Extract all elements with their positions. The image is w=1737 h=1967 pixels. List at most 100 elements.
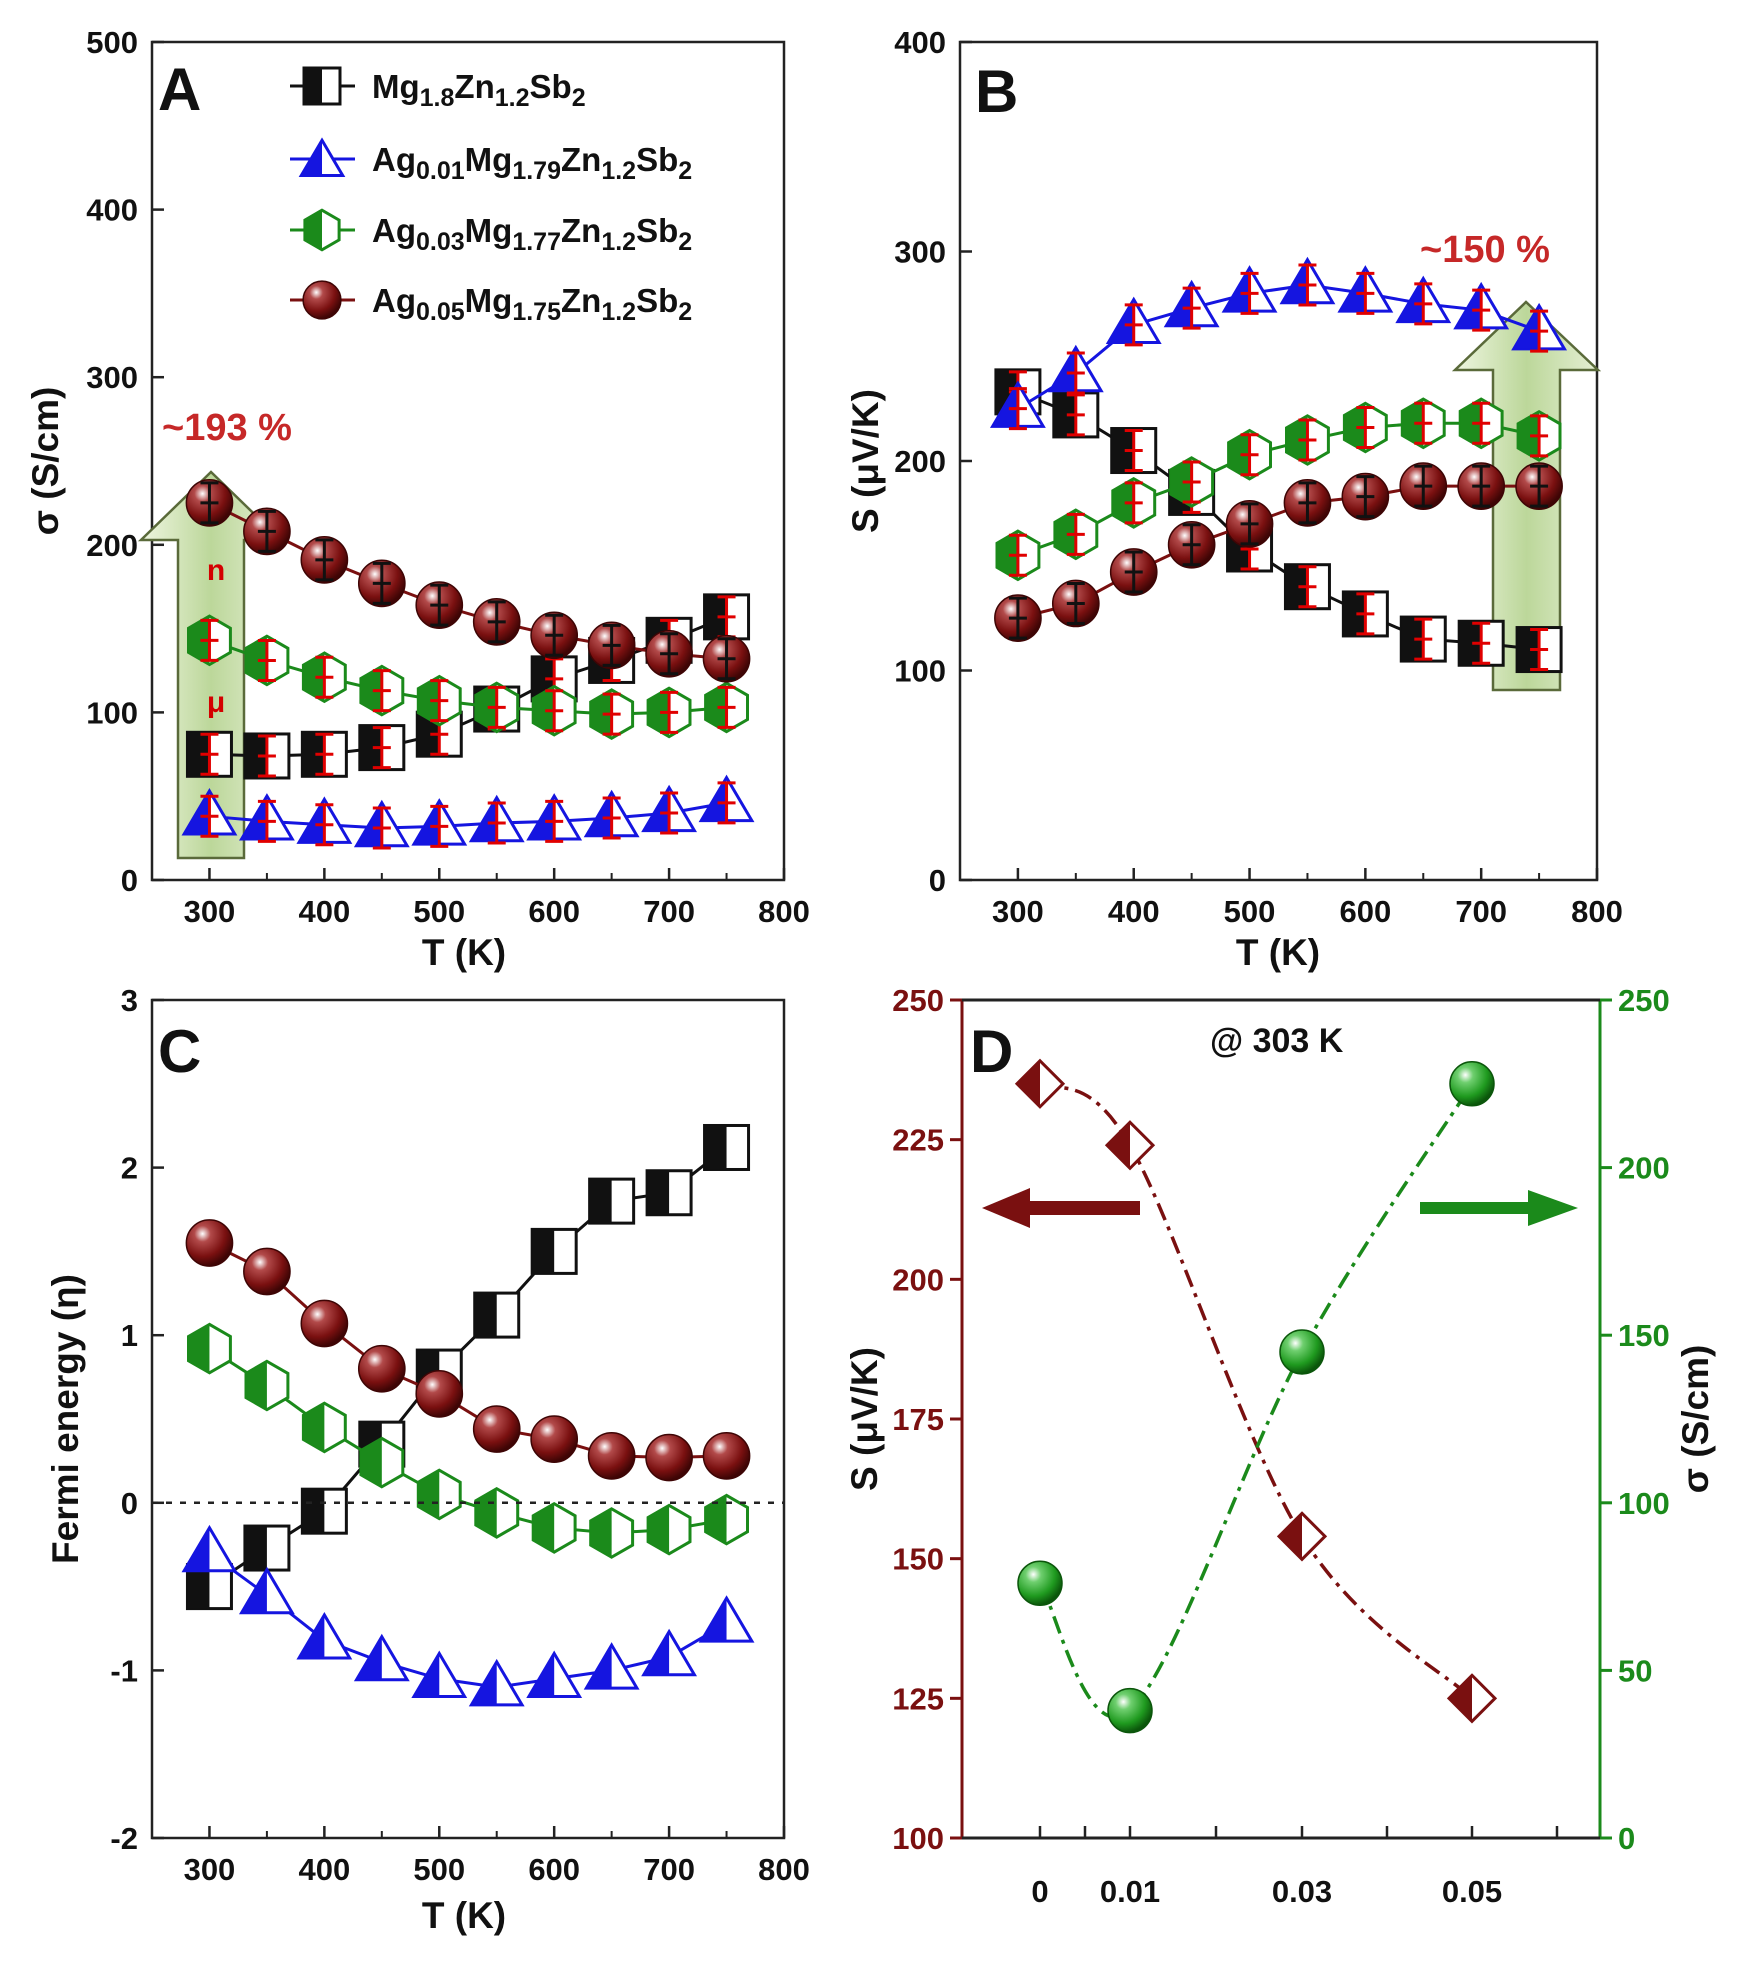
hexagon-marker bbox=[1053, 508, 1099, 561]
panel-label-b: B bbox=[975, 58, 1018, 125]
x-tick-label: 600 bbox=[528, 894, 580, 929]
right-axis-arrow bbox=[1420, 1190, 1578, 1226]
hexagon-marker bbox=[359, 664, 405, 717]
legend-label-ag001: Ag0.01Mg1.79Zn1.2Sb2 bbox=[372, 141, 692, 185]
hexagon-marker bbox=[1400, 397, 1446, 450]
x-tick-label: 0.03 bbox=[1272, 1874, 1332, 1909]
legend-label-ag005: Ag0.05Mg1.75Zn1.2Sb2 bbox=[372, 282, 692, 326]
hexagon-marker bbox=[1169, 456, 1215, 508]
series-line bbox=[1039, 1082, 1474, 1700]
x-tick-label: 800 bbox=[1571, 894, 1623, 929]
sphere-marker bbox=[1167, 520, 1216, 569]
square-marker bbox=[1341, 590, 1389, 638]
series-line bbox=[208, 1146, 728, 1588]
marker-sphere bbox=[530, 1415, 579, 1463]
marker-fill bbox=[1343, 591, 1366, 636]
series-3 bbox=[185, 479, 751, 683]
series-line bbox=[1017, 283, 1540, 410]
triangle-marker bbox=[298, 137, 346, 177]
marker-fill bbox=[1108, 299, 1134, 343]
panel-c-ylabel: Fermi energy (η) bbox=[45, 1274, 86, 1564]
triangle-marker bbox=[411, 798, 468, 848]
marker-sphere bbox=[357, 1344, 406, 1393]
triangle-marker bbox=[1279, 256, 1336, 307]
square-marker bbox=[358, 724, 406, 772]
marker-fill bbox=[302, 732, 325, 777]
hexagon-marker bbox=[301, 651, 347, 704]
sphere-marker bbox=[300, 536, 349, 584]
sphere-marker bbox=[1449, 1061, 1495, 1107]
sphere-marker bbox=[185, 1219, 234, 1267]
legend-entry-ag003: Ag0.03Mg1.77Zn1.2Sb2 bbox=[290, 208, 692, 256]
y-tick-label: 100 bbox=[86, 695, 138, 730]
series-1 bbox=[181, 1524, 755, 1707]
diamond-marker bbox=[1104, 1120, 1156, 1171]
panel-d-annotation: @ 303 K bbox=[1210, 1022, 1344, 1060]
panel-label-c: C bbox=[158, 1018, 201, 1085]
series-1 bbox=[181, 774, 755, 850]
marker-fill bbox=[475, 1488, 497, 1538]
marker-fill bbox=[475, 683, 497, 732]
triangle-marker bbox=[296, 796, 353, 847]
diamond-marker bbox=[1276, 1511, 1328, 1562]
hexagon-marker bbox=[531, 684, 577, 737]
triangle-marker bbox=[1511, 302, 1568, 353]
sphere-marker bbox=[702, 1432, 751, 1480]
panel-a-ylabel: σ (S/cm) bbox=[25, 387, 66, 536]
x-tick-label: 700 bbox=[643, 894, 695, 929]
square-marker bbox=[1052, 391, 1100, 439]
marker-fill bbox=[188, 616, 210, 665]
sphere-marker bbox=[587, 621, 636, 670]
panel-label-a: A bbox=[158, 56, 201, 123]
sphere-marker bbox=[530, 1415, 579, 1463]
sphere-marker bbox=[357, 559, 406, 608]
marker-fill bbox=[1397, 278, 1424, 322]
marker-sphere bbox=[645, 1433, 693, 1482]
square-marker bbox=[588, 1177, 636, 1225]
panel-a-frame bbox=[150, 40, 786, 882]
series-line bbox=[208, 1551, 728, 1689]
panel-b-ylabel: S (μV/K) bbox=[845, 389, 886, 533]
y-tick-label: 0 bbox=[121, 863, 138, 898]
series-2 bbox=[187, 614, 749, 741]
legend-label-mg18: Mg1.8Zn1.2Sb2 bbox=[372, 68, 586, 112]
sphere-marker bbox=[1279, 1329, 1325, 1375]
sphere-marker bbox=[702, 634, 751, 683]
legend-entry-ag001: Ag0.01Mg1.79Zn1.2Sb2 bbox=[290, 137, 692, 185]
hexagon-marker bbox=[416, 674, 462, 727]
y-tick-label: 500 bbox=[86, 25, 138, 60]
marker-fill bbox=[590, 689, 612, 739]
hexagon-marker bbox=[646, 1503, 692, 1556]
marker-fill bbox=[413, 1653, 440, 1697]
square-marker bbox=[1110, 427, 1158, 475]
y-tick-label: 400 bbox=[894, 25, 946, 60]
hexagon-marker bbox=[589, 688, 635, 741]
y-tick-label-left: 225 bbox=[892, 1123, 944, 1158]
left-axis-arrow bbox=[982, 1188, 1140, 1228]
square-marker bbox=[243, 732, 291, 780]
panel-label-d: D bbox=[970, 1018, 1013, 1085]
marker-fill bbox=[184, 791, 210, 835]
marker-fill bbox=[1107, 1122, 1130, 1169]
hexagon-marker bbox=[187, 614, 232, 667]
sphere-marker bbox=[1017, 1560, 1063, 1606]
marker-fill bbox=[648, 688, 670, 737]
marker-fill bbox=[704, 1125, 727, 1170]
y-tick-label: -2 bbox=[110, 1821, 138, 1856]
marker-fill bbox=[586, 1645, 612, 1689]
x-tick-label: 600 bbox=[1339, 894, 1391, 929]
panel-a-annotation: ~193 % bbox=[162, 407, 292, 449]
hexagon-marker bbox=[416, 1468, 462, 1521]
series-line bbox=[1038, 1082, 1474, 1719]
hexagon-marker bbox=[1516, 409, 1562, 462]
marker-fill bbox=[705, 683, 727, 732]
marker-fill bbox=[705, 1495, 727, 1544]
hexagon-marker bbox=[589, 1507, 635, 1559]
triangle-marker bbox=[468, 1658, 525, 1707]
marker-sphere bbox=[300, 1299, 349, 1348]
marker-fill bbox=[471, 797, 497, 841]
arrow-label-mu: μ bbox=[207, 686, 225, 719]
marker-fill bbox=[643, 1631, 670, 1675]
triangle-marker bbox=[698, 1595, 755, 1643]
marker-fill bbox=[1517, 627, 1540, 672]
